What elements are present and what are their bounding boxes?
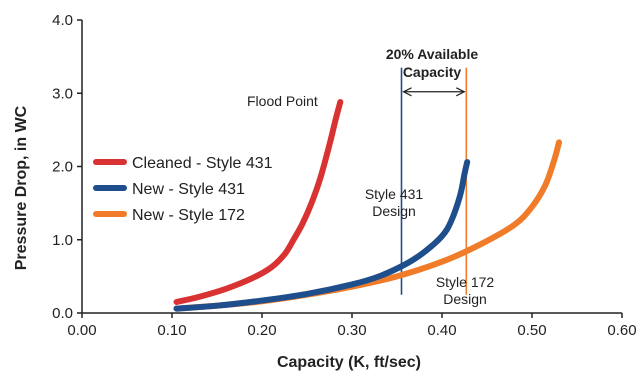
x-tick-label: 0.60 bbox=[607, 322, 636, 339]
available-capacity-label-line1: 20% Available bbox=[386, 46, 479, 62]
series-lines bbox=[173, 99, 562, 312]
x-tick-label: 0.30 bbox=[337, 322, 366, 339]
series-new-style431-line bbox=[173, 159, 471, 312]
legend-item-new-style431-label: New - Style 431 bbox=[132, 181, 245, 198]
style431-design-label-line2: Design bbox=[372, 203, 416, 219]
x-tick-label: 0.50 bbox=[517, 322, 546, 339]
y-axis-title: Pressure Drop, in WC bbox=[13, 105, 30, 270]
flood-point-label: Flood Point bbox=[247, 93, 318, 109]
x-tick-label: 0.10 bbox=[157, 322, 186, 339]
legend: Cleaned - Style 431 New - Style 431 New - … bbox=[93, 155, 273, 224]
style172-design-label-line2: Design bbox=[443, 291, 487, 307]
design-lines bbox=[400, 67, 468, 295]
legend-item-new-style172-label: New - Style 172 bbox=[132, 207, 245, 224]
x-tick-label: 0.20 bbox=[247, 322, 276, 339]
legend-item-cleaned-style431-label: Cleaned - Style 431 bbox=[132, 155, 273, 172]
series-cleaned-style431-line bbox=[173, 99, 344, 306]
arrow-head-left bbox=[402, 87, 412, 97]
x-axis-title: Capacity (K, ft/sec) bbox=[277, 354, 421, 371]
y-tick-label: 1.0 bbox=[52, 232, 73, 249]
style431-design-label-line1: Style 431 bbox=[365, 186, 424, 202]
y-tick-label: 4.0 bbox=[52, 12, 73, 29]
axes: 0.0 1.0 2.0 3.0 4.0 0.00 0.10 0.20 0.30 0.40 0.50 0… bbox=[52, 12, 636, 339]
y-tick-label: 3.0 bbox=[52, 85, 73, 102]
x-tick-label: 0.40 bbox=[427, 322, 456, 339]
available-capacity-label-line2: Capacity bbox=[403, 64, 462, 80]
y-tick-label: 0.0 bbox=[52, 305, 73, 322]
arrow-head-right bbox=[456, 87, 466, 97]
y-tick-label: 2.0 bbox=[52, 159, 73, 176]
x-tick-label: 0.00 bbox=[67, 322, 96, 339]
style172-design-label-line1: Style 172 bbox=[436, 274, 495, 290]
